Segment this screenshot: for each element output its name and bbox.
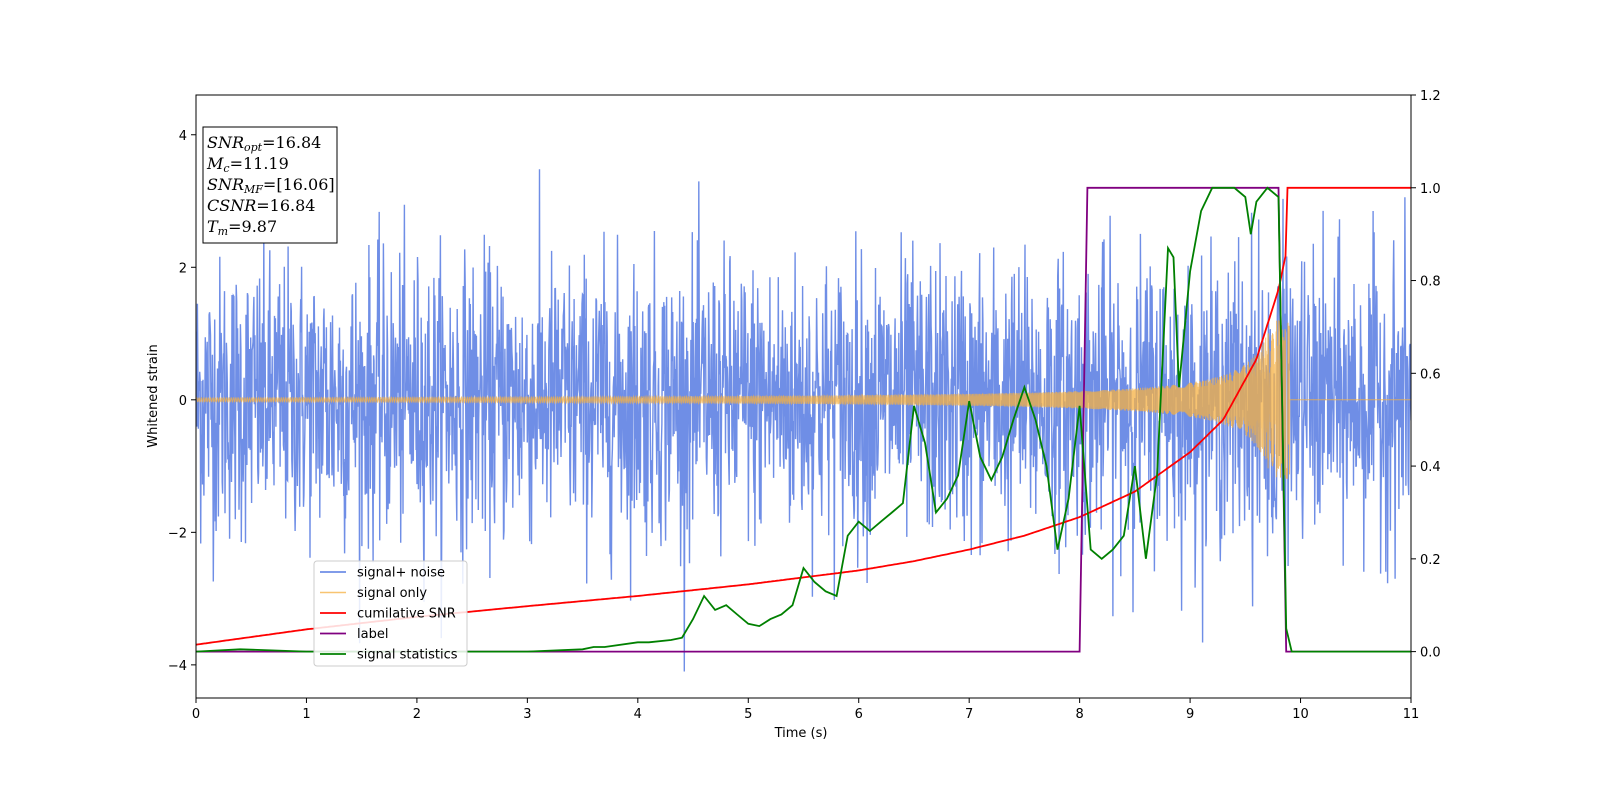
y-tick-label: 2 <box>179 261 187 276</box>
y2-tick-label: 1.2 <box>1420 89 1441 104</box>
y2-tick-label: 0.8 <box>1420 275 1441 290</box>
legend-label: signal statistics <box>357 648 458 663</box>
x-axis: 0 1 2 3 4 5 6 7 8 9 10 11 <box>192 698 1419 722</box>
x-tick-label: 11 <box>1403 707 1420 722</box>
annotation-line: SNRopt=16.84 <box>207 133 321 154</box>
series-signal-statistics-line <box>196 186 1411 653</box>
y-axis-right: 0.0 0.2 0.4 0.6 0.8 1.0 1.2 <box>1411 89 1441 661</box>
legend-label: signal+ noise <box>357 566 445 581</box>
legend-label: cumilative SNR <box>357 607 456 622</box>
y2-tick-label: 0.2 <box>1420 553 1441 568</box>
y-tick-label: 4 <box>179 129 187 144</box>
x-tick-label: 10 <box>1292 707 1309 722</box>
x-axis-label: Time (s) <box>774 726 828 741</box>
x-tick-label: 8 <box>1075 707 1083 722</box>
x-tick-label: 0 <box>192 707 200 722</box>
x-tick-label: 1 <box>302 707 310 722</box>
annotation-line: Tm=9.87 <box>207 217 277 238</box>
y-tick-label: −4 <box>168 659 187 674</box>
axes-frame <box>195 94 1412 699</box>
y-axis-label: Whitened strain <box>146 344 161 447</box>
series-signal-only-line <box>196 320 1411 480</box>
x-tick-label: 4 <box>634 707 642 722</box>
annotation-line: Mc=11.19 <box>206 154 289 175</box>
annotation-line: SNRMF=[16.06] <box>207 175 335 196</box>
y2-tick-label: 1.0 <box>1420 182 1441 197</box>
y2-tick-label: 0.6 <box>1420 367 1441 382</box>
x-tick-label: 7 <box>965 707 973 722</box>
y2-tick-label: 0.4 <box>1420 460 1441 475</box>
legend-label: signal only <box>357 586 427 601</box>
annotation-line: CSNR=16.84 <box>207 196 315 215</box>
x-tick-label: 3 <box>523 707 531 722</box>
x-tick-label: 6 <box>855 707 863 722</box>
legend-label: label <box>357 627 388 642</box>
y-tick-label: −2 <box>168 526 187 541</box>
y-tick-label: 0 <box>179 394 187 409</box>
legend: signal+ noise signal only cumilative SNR la… <box>313 560 468 667</box>
x-tick-label: 5 <box>744 707 752 722</box>
y-axis-left: −4 −2 0 2 4 <box>168 129 196 674</box>
y2-tick-label: 0.0 <box>1420 646 1441 661</box>
annotation-box: SNRopt=16.84Mc=11.19SNRMF=[16.06]CSNR=16… <box>202 126 338 244</box>
x-tick-label: 9 <box>1186 707 1194 722</box>
x-tick-label: 2 <box>413 707 421 722</box>
